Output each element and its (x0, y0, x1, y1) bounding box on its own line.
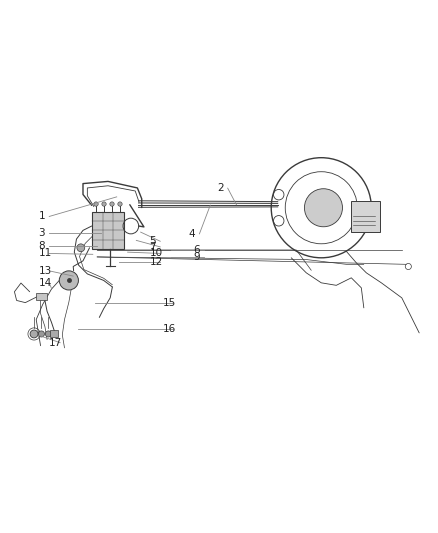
FancyBboxPatch shape (351, 201, 380, 232)
Text: 8: 8 (39, 240, 45, 251)
Text: 1: 1 (39, 212, 45, 221)
Text: 13: 13 (39, 266, 52, 276)
Circle shape (94, 202, 98, 206)
Text: 4: 4 (188, 229, 195, 239)
Circle shape (30, 330, 38, 338)
Text: 9: 9 (193, 252, 200, 262)
Text: 11: 11 (39, 248, 52, 259)
Text: 17: 17 (49, 338, 63, 348)
Circle shape (304, 189, 343, 227)
Text: 6: 6 (193, 245, 200, 255)
Circle shape (118, 202, 122, 206)
Text: 16: 16 (162, 324, 176, 334)
Circle shape (59, 271, 78, 290)
Circle shape (46, 331, 51, 337)
Circle shape (39, 331, 45, 337)
Text: 14: 14 (39, 278, 52, 288)
Text: 2: 2 (217, 183, 223, 193)
Bar (92, 212, 124, 249)
Circle shape (102, 202, 106, 206)
Circle shape (110, 202, 114, 206)
Text: 3: 3 (39, 228, 45, 238)
Text: 5: 5 (149, 236, 156, 246)
Circle shape (77, 244, 85, 252)
Text: 12: 12 (149, 257, 162, 267)
Bar (36, 293, 47, 300)
Bar (50, 330, 58, 337)
Text: 15: 15 (162, 298, 176, 309)
Text: 10: 10 (149, 248, 162, 259)
Text: 7: 7 (149, 242, 156, 252)
